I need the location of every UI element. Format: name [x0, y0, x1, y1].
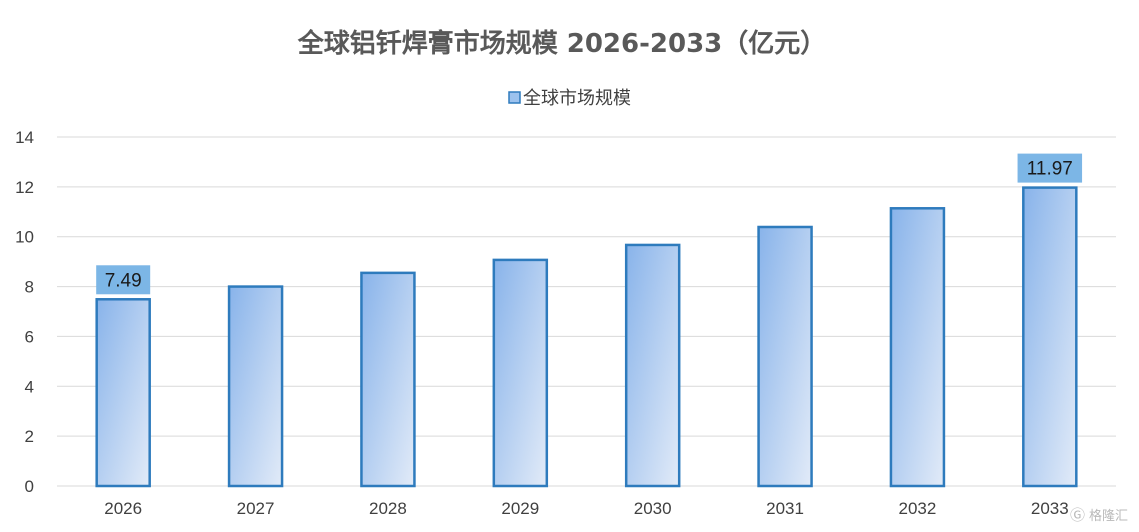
data-label-bg	[1017, 153, 1083, 183]
y-tick-label: 10	[15, 228, 34, 247]
legend: 全球市场规模	[508, 88, 631, 109]
data-label-2026: 7.49	[96, 265, 151, 295]
y-tick-label: 4	[25, 377, 34, 396]
y-axis-ticks: 0 2 4 6 8 10 12 14	[15, 128, 34, 496]
bar-2026	[95, 298, 151, 488]
y-tick-label: 14	[15, 128, 34, 147]
x-tick-label: 2027	[237, 499, 275, 518]
bar-2030	[624, 243, 681, 488]
y-tick-label: 8	[25, 278, 34, 297]
y-tick-label: 2	[25, 427, 34, 446]
data-label-bg	[96, 265, 151, 295]
bar-2029	[492, 258, 549, 488]
watermark: Ⓖ 格隆汇	[1070, 506, 1128, 524]
x-tick-label: 2026	[104, 499, 142, 518]
x-tick-label: 2031	[766, 499, 804, 518]
bar-2032	[889, 207, 946, 488]
y-tick-label: 6	[25, 327, 34, 346]
chart-title: 全球铝钎焊膏市场规模 2026-2033（亿元）	[297, 28, 827, 59]
bar-2031	[757, 225, 813, 488]
data-label-text: 11.97	[1027, 159, 1073, 180]
watermark-logo-icon: Ⓖ	[1070, 506, 1085, 524]
x-tick-label: 2033	[1031, 499, 1069, 518]
y-tick-label: 0	[25, 477, 34, 496]
data-label-2033: 11.97	[1017, 153, 1083, 183]
legend-swatch	[508, 91, 521, 104]
legend-label: 全球市场规模	[523, 88, 631, 109]
bar-2027	[227, 285, 284, 488]
bars	[95, 186, 1078, 488]
x-tick-label: 2028	[369, 499, 407, 518]
y-tick-label: 12	[15, 178, 34, 197]
data-labels: 7.49 11.97	[96, 153, 1083, 295]
data-label-text: 7.49	[105, 270, 142, 291]
bar-2028	[360, 271, 416, 488]
watermark-text: 格隆汇	[1089, 508, 1128, 524]
x-tick-label: 2032	[899, 499, 937, 518]
bar-2033	[1022, 186, 1078, 488]
gridlines	[57, 136, 1116, 487]
x-tick-label: 2029	[501, 499, 539, 518]
x-axis-ticks: 2026 2027 2028 2029 2030 2031 2032 2033	[104, 499, 1068, 518]
x-tick-label: 2030	[634, 499, 672, 518]
